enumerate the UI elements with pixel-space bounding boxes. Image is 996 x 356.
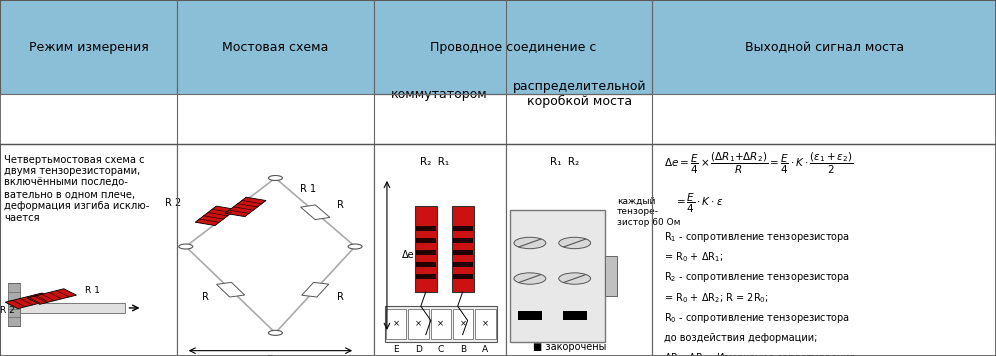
Bar xyxy=(20,303,124,313)
Bar xyxy=(0,144,177,356)
Bar xyxy=(452,206,474,292)
Text: Режим измерения: Режим измерения xyxy=(29,41,148,54)
Text: ×: × xyxy=(482,319,489,329)
Bar xyxy=(452,262,473,267)
Text: E: E xyxy=(393,345,399,354)
Text: R 1: R 1 xyxy=(85,286,100,295)
Bar xyxy=(416,250,436,255)
Text: R: R xyxy=(337,292,344,302)
Text: Δe: Δe xyxy=(401,250,414,261)
Text: $= \dfrac{E}{4} \cdot K \cdot \varepsilon$: $= \dfrac{E}{4} \cdot K \cdot \varepsilo… xyxy=(674,191,724,215)
Bar xyxy=(0,0,177,94)
Text: ■ закорочены: ■ закорочены xyxy=(533,342,606,352)
Bar xyxy=(452,250,473,255)
Bar xyxy=(605,256,617,295)
Bar xyxy=(416,226,436,231)
Circle shape xyxy=(559,273,591,284)
Bar xyxy=(510,210,605,342)
Polygon shape xyxy=(195,206,236,226)
Bar xyxy=(652,0,996,94)
Bar xyxy=(453,309,473,339)
Bar xyxy=(416,262,436,267)
Text: R$_1$ - сопротивление тензорезистора: R$_1$ - сопротивление тензорезистора xyxy=(664,230,851,244)
Bar xyxy=(416,274,436,279)
Text: R 1: R 1 xyxy=(301,184,317,194)
Text: R 2: R 2 xyxy=(0,307,15,315)
Polygon shape xyxy=(302,282,329,297)
Polygon shape xyxy=(5,293,55,309)
Bar xyxy=(374,0,652,94)
Bar xyxy=(452,238,473,243)
Text: R₂  R₁: R₂ R₁ xyxy=(420,157,449,167)
Text: ×: × xyxy=(415,319,422,329)
Bar xyxy=(506,144,652,356)
Text: Выходной сигнал моста: Выходной сигнал моста xyxy=(745,41,903,54)
Text: каждый
тензоре-
зистор 60 Ом: каждый тензоре- зистор 60 Ом xyxy=(618,197,680,227)
Bar xyxy=(8,283,20,326)
Text: R$_0$ - сопротивление тензорезистора: R$_0$ - сопротивление тензорезистора xyxy=(664,311,851,325)
Text: R: R xyxy=(337,200,344,210)
Text: ×: × xyxy=(437,319,444,329)
Text: ×: × xyxy=(459,319,466,329)
Text: R 2: R 2 xyxy=(164,198,180,208)
Text: распределительной
коробкой моста: распределительной коробкой моста xyxy=(512,80,646,108)
Polygon shape xyxy=(27,289,77,304)
Text: до воздействия деформации;: до воздействия деформации; xyxy=(664,333,818,343)
Text: Мостовая схема: Мостовая схема xyxy=(222,41,329,54)
Bar xyxy=(177,0,374,94)
Bar xyxy=(452,274,473,279)
Text: R₁  R₂: R₁ R₂ xyxy=(550,157,579,167)
Text: R: R xyxy=(202,292,208,302)
Bar xyxy=(416,238,436,243)
Bar xyxy=(374,144,506,356)
Circle shape xyxy=(514,237,546,249)
Circle shape xyxy=(178,244,192,249)
Bar xyxy=(430,309,451,339)
Text: Проводное соединение с: Проводное соединение с xyxy=(429,41,597,54)
Text: коммутатором: коммутатором xyxy=(391,88,488,101)
Polygon shape xyxy=(216,282,245,297)
Text: Четвертьмостовая схема с
двумя тензорезисторами,
включёнными последо-
вательно в: Четвертьмостовая схема с двумя тензорези… xyxy=(4,155,149,223)
Text: C: C xyxy=(437,345,444,354)
Text: ×: × xyxy=(392,319,399,329)
Text: A: A xyxy=(482,345,488,354)
Text: E: E xyxy=(267,355,274,356)
Text: D: D xyxy=(415,345,422,354)
Text: ΔR$_1$, ΔR$_2$ - Изменение сопротивления: ΔR$_1$, ΔR$_2$ - Изменение сопротивления xyxy=(664,351,857,356)
Bar xyxy=(563,311,587,320)
Polygon shape xyxy=(301,205,330,220)
Circle shape xyxy=(269,176,283,180)
Text: $\Delta e = \dfrac{E}{4} \times \dfrac{(\Delta R_1{+}\Delta R_2)}{R} = \dfrac{E}: $\Delta e = \dfrac{E}{4} \times \dfrac{(… xyxy=(664,151,854,176)
Bar xyxy=(475,309,496,339)
Text: = R$_0$ + ΔR$_1$;: = R$_0$ + ΔR$_1$; xyxy=(664,250,724,264)
Bar xyxy=(384,306,497,342)
Bar xyxy=(177,144,374,356)
Bar xyxy=(452,226,473,231)
Bar xyxy=(386,309,406,339)
Text: B: B xyxy=(460,345,466,354)
Circle shape xyxy=(348,244,362,249)
Text: R$_2$ - сопротивление тензорезистора: R$_2$ - сопротивление тензорезистора xyxy=(664,270,851,284)
Circle shape xyxy=(514,273,546,284)
Bar xyxy=(652,144,996,356)
Circle shape xyxy=(559,237,591,249)
Text: = R$_0$ + ΔR$_2$; R = 2R$_0$;: = R$_0$ + ΔR$_2$; R = 2R$_0$; xyxy=(664,291,769,304)
Bar xyxy=(408,309,428,339)
Circle shape xyxy=(269,330,283,335)
Bar xyxy=(414,206,436,292)
Polygon shape xyxy=(225,197,266,217)
Bar xyxy=(518,311,542,320)
